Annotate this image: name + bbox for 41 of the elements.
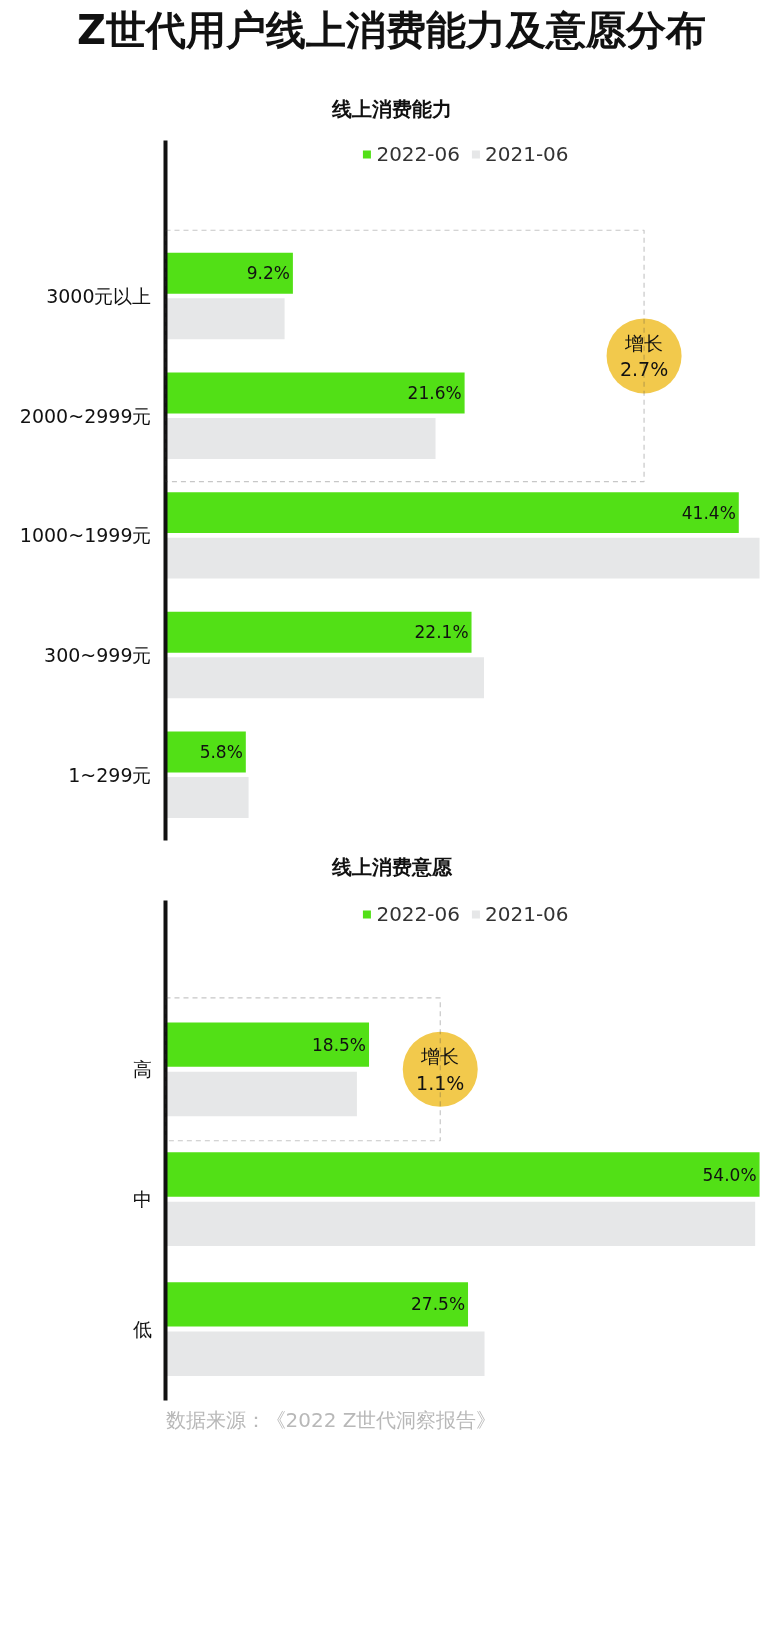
y-tick-label: 低 bbox=[132, 1318, 152, 1341]
source-note: 数据来源：《2022 Z世代洞察报告》 bbox=[165, 1407, 497, 1432]
y-tick-label: 高 bbox=[132, 1058, 152, 1081]
bar bbox=[165, 252, 293, 294]
bar bbox=[165, 1201, 756, 1247]
bar bbox=[165, 492, 739, 534]
data-label: 18.5% bbox=[312, 1034, 367, 1055]
y-tick-label: 2000~2999元 bbox=[19, 404, 152, 427]
bar bbox=[165, 1331, 485, 1376]
legend-label: 2021-06 bbox=[485, 902, 569, 926]
bar bbox=[165, 298, 285, 340]
bar bbox=[165, 776, 249, 818]
chart-subtitle: 线上消费能力 bbox=[330, 96, 453, 123]
annotation: 增长 2.7% bbox=[619, 331, 669, 381]
data-label: 5.8% bbox=[199, 741, 243, 762]
data-label: 9.2% bbox=[246, 263, 290, 284]
bar bbox=[165, 372, 465, 414]
legend-label: 2022-06 bbox=[376, 902, 460, 926]
bar bbox=[165, 417, 436, 459]
y-tick-label: 1000~1999元 bbox=[19, 524, 152, 547]
chart-title: 线上消费意愿 bbox=[330, 855, 453, 880]
legend-label: 2021-06 bbox=[485, 142, 569, 166]
data-label: 27.5% bbox=[411, 1294, 466, 1315]
bar bbox=[165, 1071, 357, 1117]
bar bbox=[165, 1282, 469, 1327]
y-tick-label: 300~999元 bbox=[44, 644, 152, 667]
bar bbox=[165, 1152, 760, 1197]
annotation: 增长 1.1% bbox=[416, 1045, 465, 1094]
data-label: 22.1% bbox=[414, 622, 469, 643]
bar bbox=[165, 1022, 370, 1067]
bar bbox=[165, 537, 760, 579]
data-label: 21.6% bbox=[407, 382, 462, 403]
y-tick-label: 中 bbox=[132, 1188, 152, 1211]
legend-label: 2022-06 bbox=[376, 142, 460, 166]
y-tick-label: 3000元以上 bbox=[46, 285, 152, 308]
y-tick-label: 1~299元 bbox=[68, 763, 152, 786]
bar bbox=[165, 611, 472, 653]
bar bbox=[165, 657, 484, 699]
data-label: 54.0% bbox=[702, 1164, 757, 1185]
chart-title: Z世代用户线上消费能力及意愿分布 bbox=[76, 6, 707, 55]
data-label: 41.4% bbox=[681, 502, 736, 523]
